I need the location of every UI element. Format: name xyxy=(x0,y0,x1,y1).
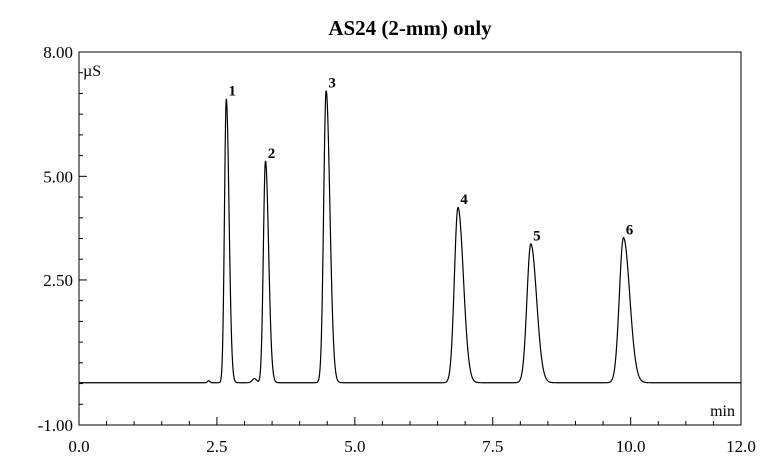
y-tick-label: 2.50 xyxy=(43,271,73,290)
x-tick-label: 0.0 xyxy=(68,437,89,456)
peak-labels: 1 2 3 4 5 6 xyxy=(229,75,634,244)
x-tick-label: 12.0 xyxy=(726,437,756,456)
plot-frame xyxy=(78,51,742,426)
x-tick-label: 5.0 xyxy=(344,437,365,456)
y-tick-label: 8.00 xyxy=(43,43,73,62)
chromatogram-trace xyxy=(79,90,741,384)
peak-label: 2 xyxy=(268,146,276,162)
ticks: -1.00 2.50 5.00 8.00 0.0 2.5 5.0 7.5 10.0 12.0 xyxy=(38,43,756,456)
y-unit-label: µS xyxy=(83,63,101,80)
axes xyxy=(78,51,742,426)
y-tick-label: -1.00 xyxy=(38,416,73,435)
peak-label: 1 xyxy=(229,84,237,100)
y-tick-label: 5.00 xyxy=(43,167,73,186)
x-tick-label: 7.5 xyxy=(482,437,503,456)
chart-title: AS24 (2-mm) only xyxy=(328,16,492,40)
peak-label: 5 xyxy=(533,229,541,245)
peak-label: 6 xyxy=(626,223,634,239)
x-tick-label: 2.5 xyxy=(206,437,227,456)
peak-label: 3 xyxy=(328,75,336,91)
x-unit-label: min xyxy=(710,403,735,420)
peak-label: 4 xyxy=(460,192,468,208)
x-tick-label: 10.0 xyxy=(616,437,646,456)
